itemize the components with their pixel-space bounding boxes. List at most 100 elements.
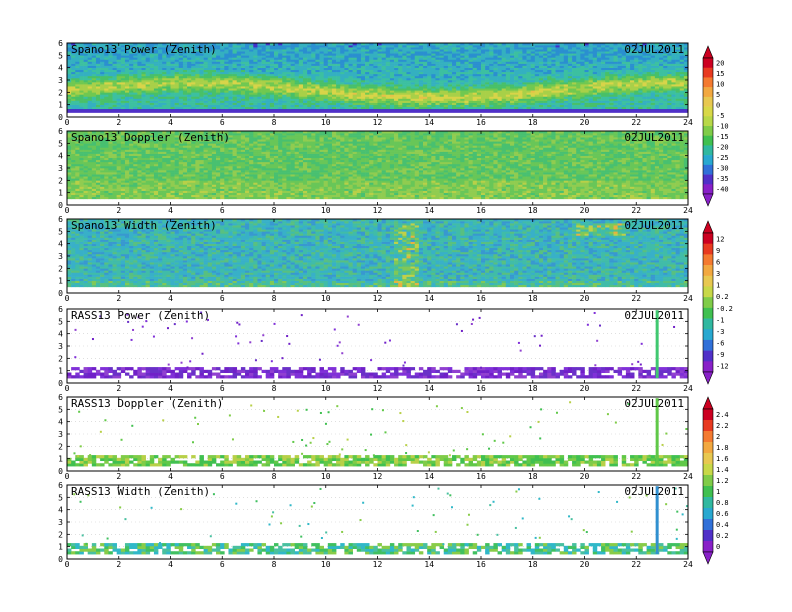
heatmap-cell — [207, 65, 213, 68]
heatmap-cell — [634, 100, 639, 103]
heatmap-cell — [282, 84, 287, 87]
heatmap-cell — [286, 82, 291, 85]
heatmap-cell — [274, 51, 279, 54]
heatmap-cell — [224, 92, 229, 95]
heatmap-cell — [625, 94, 631, 97]
heatmap-cell — [435, 75, 440, 79]
heatmap-cell — [274, 96, 279, 99]
heatmap-cell — [137, 92, 142, 95]
heatmap-cell — [199, 98, 204, 101]
heatmap-cell — [559, 53, 565, 56]
heatmap-cell — [356, 102, 362, 105]
heatmap-cell — [274, 61, 279, 64]
heatmap-cell — [418, 49, 424, 52]
heatmap-cell — [679, 45, 685, 48]
heatmap-cell — [141, 90, 146, 93]
heatmap-cell — [634, 51, 639, 54]
heatmap-cell — [485, 77, 490, 81]
heatmap-cell — [456, 43, 461, 46]
heatmap-cell — [572, 59, 577, 62]
heatmap-cell — [547, 75, 552, 79]
heatmap-cell — [120, 57, 126, 60]
heatmap-cell — [580, 53, 585, 56]
heatmap-cell — [547, 63, 552, 66]
heatmap-cell — [360, 90, 366, 93]
heatmap-cell — [555, 55, 560, 58]
heatmap-cell — [360, 92, 366, 95]
heatmap-cell — [199, 63, 204, 66]
heatmap-cell — [418, 75, 424, 79]
heatmap-cell — [224, 67, 229, 71]
heatmap-cell — [683, 77, 689, 81]
heatmap-cell — [365, 86, 370, 89]
heatmap-cell — [236, 84, 242, 87]
heatmap-cell — [220, 84, 225, 87]
heatmap-cell — [439, 100, 445, 103]
heatmap-cell — [174, 67, 180, 71]
heatmap-cell — [133, 100, 138, 103]
heatmap-cell — [112, 59, 117, 62]
heatmap-cell — [667, 92, 672, 95]
heatmap-cell — [83, 98, 88, 101]
heatmap-cell — [261, 98, 267, 101]
heatmap-cell — [609, 67, 614, 71]
heatmap-cell — [476, 94, 482, 97]
heatmap-cell — [178, 51, 184, 54]
heatmap-cell — [683, 51, 689, 54]
heatmap-cell — [178, 75, 184, 79]
heatmap-cell — [588, 102, 594, 105]
heatmap-cell — [642, 67, 647, 71]
heatmap-cell — [621, 67, 627, 71]
heatmap-cell — [166, 61, 171, 64]
heatmap-cell — [124, 90, 130, 93]
heatmap-cell — [182, 63, 188, 66]
heatmap-cell — [91, 47, 97, 50]
heatmap-cell — [129, 90, 134, 93]
heatmap-cell — [199, 102, 204, 105]
x-tick-label: 0 — [65, 118, 70, 127]
heatmap-cell — [659, 104, 664, 108]
heatmap-cell — [369, 100, 374, 103]
heatmap-cell — [75, 96, 80, 99]
heatmap-cell — [133, 104, 138, 108]
heatmap-cell — [178, 71, 184, 75]
heatmap-cell — [443, 102, 449, 105]
heatmap-cell — [158, 102, 163, 105]
heatmap-cell — [298, 75, 304, 79]
heatmap-cell — [572, 69, 577, 73]
heatmap-cell — [137, 59, 142, 62]
heatmap-cell — [460, 94, 465, 97]
heatmap-cell — [493, 86, 498, 89]
heatmap-cell — [162, 51, 167, 54]
heatmap-cell — [327, 84, 333, 87]
heatmap-cell — [83, 51, 88, 54]
heatmap-cell — [431, 51, 436, 54]
heatmap-cell — [638, 55, 643, 58]
heatmap-cell — [679, 61, 685, 64]
heatmap-cell — [269, 88, 275, 91]
heatmap-cell — [257, 92, 262, 95]
heatmap-cell — [116, 63, 122, 66]
heatmap-cell — [679, 53, 685, 56]
heatmap-cell — [389, 92, 395, 95]
heatmap-cell — [398, 96, 403, 99]
heatmap-cell — [555, 73, 560, 77]
heatmap-cell — [369, 61, 374, 64]
heatmap-cell — [153, 67, 159, 71]
heatmap-cell — [671, 43, 676, 46]
heatmap-cell — [659, 106, 664, 110]
heatmap-cell — [100, 75, 105, 79]
heatmap-cell — [282, 67, 287, 71]
heatmap-cell — [356, 92, 362, 95]
heatmap-cell — [207, 88, 213, 91]
heatmap-cell — [621, 53, 627, 56]
heatmap-cell — [551, 80, 556, 83]
heatmap-cell — [75, 80, 80, 83]
heatmap-cell — [124, 47, 130, 50]
heatmap-cell — [572, 84, 577, 87]
heatmap-cell — [646, 59, 652, 62]
heatmap-cell — [427, 80, 432, 83]
heatmap-cell — [617, 88, 623, 91]
heatmap-cell — [538, 102, 544, 105]
heatmap-cell — [311, 77, 316, 81]
